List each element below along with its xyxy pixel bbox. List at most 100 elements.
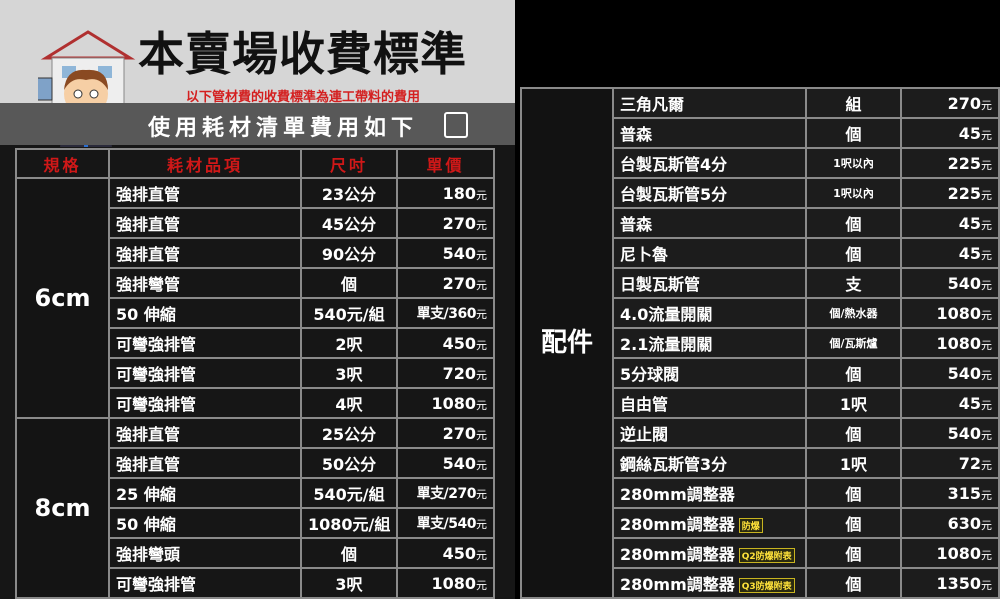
price-unit: 元: [476, 458, 487, 472]
item-name: 280mm調整器 Q3防爆附表: [612, 567, 807, 599]
group-cell: 配件: [520, 87, 614, 599]
item-price: 630元: [900, 507, 1000, 539]
item-unit: 個/熱水器: [805, 297, 902, 329]
price-unit: 元: [981, 428, 992, 442]
table-row: 自由管 1呎 45元: [521, 387, 1000, 419]
price-unit: 元: [476, 518, 487, 531]
price-unit: 元: [981, 338, 992, 352]
item-name: 可彎強排管: [108, 387, 302, 419]
item-price: 1080元: [900, 537, 1000, 569]
item-price: 1080元: [900, 327, 1000, 359]
column-header: 規格: [15, 148, 110, 179]
item-name: 4.0流量開關: [612, 297, 807, 329]
item-size: 1080元/組: [300, 507, 398, 539]
item-name: 可彎強排管: [108, 567, 302, 599]
table-row: 可彎強排管 3呎 1080元: [16, 567, 495, 599]
item-price: 720元: [396, 357, 495, 389]
item-unit: 1呎: [805, 387, 902, 419]
item-name: 可彎強排管: [108, 327, 302, 359]
item-name-text: 逆止閥: [620, 425, 669, 444]
item-unit: 個: [805, 417, 902, 449]
price-unit: 元: [981, 188, 992, 202]
item-name: 2.1流量開關: [612, 327, 807, 359]
item-size: 45公分: [300, 207, 398, 239]
item-size: 個: [300, 267, 398, 299]
price-unit: 元: [981, 548, 992, 562]
table-row: 強排直管 90公分 540元: [16, 237, 495, 269]
price-value: 45: [958, 123, 981, 143]
item-unit: 1呎以內: [805, 147, 902, 179]
item-price: 270元: [396, 267, 495, 299]
table-row: 強排直管 45公分 270元: [16, 207, 495, 239]
price-value: 1080: [936, 333, 981, 353]
column-header: 尺吋: [300, 148, 398, 179]
item-size: 540元/組: [300, 297, 398, 329]
table-row: 日製瓦斯管支 540元: [521, 267, 1000, 299]
price-unit: 元: [476, 278, 487, 292]
price-value: 540: [442, 453, 476, 473]
page-subtitle: 以下管材費的收費標準為連工帶料的費用: [186, 90, 421, 105]
item-name: 可彎強排管: [108, 357, 302, 389]
item-name-text: 普森: [620, 125, 653, 144]
item-name-text: 台製瓦斯管5分: [620, 185, 728, 204]
price-value: 540: [947, 423, 981, 443]
item-price: 540元: [900, 417, 1000, 449]
spec-cell: 8cm: [15, 417, 110, 599]
table-row: 5分球閥個 540元: [521, 357, 1000, 389]
spec-cell: 6cm: [15, 177, 110, 419]
table-row: 280mm調整器 Q3防爆附表個 1350元: [521, 567, 1000, 599]
item-name: 強排直管: [108, 237, 302, 269]
price-unit: 元: [981, 518, 992, 532]
table-row: 50 伸縮 1080元/組 單支/540元: [16, 507, 495, 539]
table-row: 普森個 45元: [521, 117, 1000, 149]
item-size: 90公分: [300, 237, 398, 269]
price-value: 180: [442, 183, 476, 203]
item-size: 4呎: [300, 387, 398, 419]
price-unit: 元: [981, 128, 992, 142]
table-header-row: 規格 耗材品項 尺吋 單價: [15, 148, 495, 179]
table-row: 50 伸縮 540元/組 單支/360元: [16, 297, 495, 329]
price-value: 630: [947, 513, 981, 533]
item-name: 強排彎管: [108, 267, 302, 299]
item-name-text: 5分球閥: [620, 365, 680, 384]
item-price: 45元: [900, 387, 1000, 419]
price-value: 540: [947, 363, 981, 383]
item-name-text: 尼卜魯: [620, 245, 669, 264]
item-unit: 個: [805, 507, 902, 539]
item-price: 單支/540元: [396, 507, 495, 539]
clipboard-icon: [444, 112, 468, 138]
price-unit: 元: [476, 578, 487, 592]
price-unit: 元: [476, 488, 487, 501]
price-value: 1080: [936, 303, 981, 323]
price-unit: 元: [476, 308, 487, 321]
table-row: 25 伸縮 540元/組 單支/270元: [16, 477, 495, 509]
item-name: 50 伸縮: [108, 507, 302, 539]
table-row: 鋼絲瓦斯管3分 1呎 72元: [521, 447, 1000, 479]
item-price: 540元: [900, 267, 1000, 299]
price-unit: 元: [476, 398, 487, 412]
explosion-proof-tag: 防爆: [738, 518, 763, 533]
item-name-text: 普森: [620, 215, 653, 234]
table-row: 4.0流量開關 個/熱水器 1080元: [521, 297, 1000, 329]
item-price: 450元: [396, 537, 495, 569]
price-unit: 元: [476, 188, 487, 202]
item-price: 270元: [900, 87, 1000, 119]
table-row: 6cm 強排直管 23公分 180元: [15, 177, 495, 419]
item-price: 45元: [900, 117, 1000, 149]
price-value: 72: [958, 453, 981, 473]
item-unit: 支: [805, 267, 902, 299]
item-price: 72元: [900, 447, 1000, 479]
table-row: 280mm調整器 Q2防爆附表個 1080元: [521, 537, 1000, 569]
item-name: 逆止閥: [612, 417, 807, 449]
item-price: 1350元: [900, 567, 1000, 599]
item-size: 50公分: [300, 447, 398, 479]
item-name: 普森: [612, 117, 807, 149]
item-name: 50 伸縮: [108, 297, 302, 329]
price-unit: 元: [981, 248, 992, 262]
item-name: 自由管: [612, 387, 807, 419]
price-value: 45: [958, 393, 981, 413]
price-unit: 元: [981, 398, 992, 412]
price-unit: 元: [981, 98, 992, 112]
item-unit: 1呎以內: [805, 177, 902, 209]
item-name-text: 自由管: [620, 395, 669, 414]
